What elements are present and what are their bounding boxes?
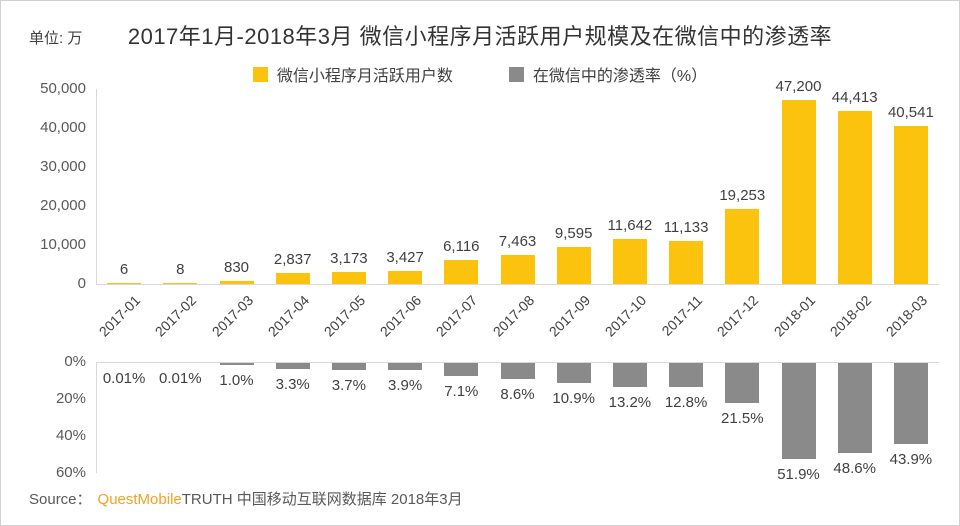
source-brand: QuestMobile — [97, 491, 182, 508]
mau-bar — [725, 208, 760, 284]
penetration-bar — [893, 363, 928, 445]
penetration-bar — [388, 363, 423, 371]
bar-value-label: 43.9% — [889, 451, 933, 469]
bar-value-label: 7.1% — [444, 383, 479, 401]
y-axis-tick-label: 60% — [55, 464, 86, 481]
source-prefix: Source： — [29, 491, 92, 508]
bar-value-label: 8 — [176, 260, 185, 278]
mau-bar — [893, 125, 928, 284]
bar-value-label: 51.9% — [777, 466, 820, 483]
mau-bar — [781, 99, 816, 284]
y-axis-tick-label: 20% — [55, 390, 86, 407]
penetration-bar — [669, 363, 704, 387]
penetration-bar — [219, 363, 254, 365]
y-axis-line — [96, 362, 97, 473]
mau-bar — [500, 254, 535, 284]
bar-value-label: 2,837 — [273, 250, 312, 268]
bar-value-label: 48.6% — [833, 459, 876, 477]
bar-value-label: 44,413 — [831, 88, 878, 106]
bar-value-label: 11,133 — [663, 218, 709, 236]
penetration-bar — [837, 363, 872, 453]
bar-value-label: 3.3% — [275, 376, 310, 394]
bar-value-label: 10.9% — [552, 390, 595, 408]
bar-value-label: 830 — [223, 258, 250, 276]
bar-value-label: 13.2% — [608, 394, 652, 412]
mau-bar — [669, 240, 704, 284]
x-axis-line — [96, 284, 939, 285]
mau-bar — [331, 271, 366, 284]
mau-bar — [837, 110, 872, 284]
y-axis-tick-label: 40,000 — [40, 119, 86, 136]
legend-label-penetration: 在微信中的渗透率（%） — [532, 68, 708, 85]
mau-bar — [219, 280, 254, 284]
legend: 微信小程序月活跃用户数 在微信中的渗透率（%） — [1, 62, 959, 86]
bar-value-label: 19,253 — [719, 186, 766, 204]
bar-value-label: 9,595 — [554, 224, 593, 242]
y-axis-tick-label: 50,000 — [40, 80, 86, 97]
bar-value-label: 3,427 — [386, 248, 424, 266]
legend-label-mau: 微信小程序月活跃用户数 — [276, 68, 453, 85]
mau-bar — [107, 282, 142, 284]
y-axis-tick-label: 40% — [55, 427, 86, 444]
y-axis-tick-label: 0% — [64, 353, 86, 370]
penetration-bar — [781, 363, 816, 459]
penetration-bar — [331, 363, 366, 370]
penetration-bar — [612, 363, 647, 388]
y-axis-tick-label: 20,000 — [40, 197, 86, 214]
bar-value-label: 21.5% — [721, 409, 764, 427]
mau-bar — [556, 246, 591, 284]
bar-value-label: 11,642 — [607, 216, 653, 234]
y-axis-tick-label: 0 — [77, 275, 86, 292]
bar-value-label: 3.7% — [331, 376, 366, 394]
chart-title: 2017年1月-2018年3月 微信小程序月活跃用户规模及在微信中的渗透率 — [127, 24, 833, 49]
bar-value-label: 0.01% — [102, 370, 146, 388]
penetration-series-swatch-icon — [508, 66, 524, 82]
penetration-bar — [725, 363, 760, 403]
mau-bar — [275, 272, 310, 284]
bar-value-label: 12.8% — [664, 393, 708, 411]
source-line: Source： QuestMobileTRUTH 中国移动互联网数据库 2018年… — [29, 488, 463, 509]
bar-value-label: 3.9% — [387, 377, 423, 395]
bar-value-label: 0.01% — [159, 370, 202, 388]
legend-item-mau: 微信小程序月活跃用户数 — [252, 62, 453, 86]
bar-value-label: 1.0% — [219, 371, 254, 389]
mau-series-swatch-icon — [252, 66, 268, 82]
mau-bar — [163, 282, 198, 284]
penetration-bar — [556, 363, 591, 384]
x-axis-line — [96, 362, 939, 363]
y-axis-tick-label: 30,000 — [40, 158, 86, 175]
mau-bar — [388, 270, 423, 284]
bar-value-label: 6 — [119, 260, 129, 278]
unit-label: 单位: 万 — [29, 30, 83, 47]
bar-value-label: 3,173 — [330, 249, 368, 267]
bar-value-label: 6,116 — [443, 238, 480, 256]
source-rest: TRUTH 中国移动互联网数据库 2018年3月 — [181, 491, 463, 508]
bar-value-label: 7,463 — [498, 232, 537, 250]
legend-item-penetration: 在微信中的渗透率（%） — [508, 62, 708, 86]
penetration-bar — [275, 363, 310, 370]
mau-bar — [612, 238, 647, 284]
bar-value-label: 40,541 — [887, 103, 934, 121]
y-axis-tick-label: 10,000 — [40, 236, 86, 253]
y-axis-line — [96, 89, 97, 284]
bar-value-label: 47,200 — [775, 77, 822, 95]
penetration-bar — [444, 363, 479, 377]
mau-bar — [444, 260, 479, 284]
penetration-bar — [500, 363, 535, 379]
bar-value-label: 8.6% — [500, 385, 535, 403]
